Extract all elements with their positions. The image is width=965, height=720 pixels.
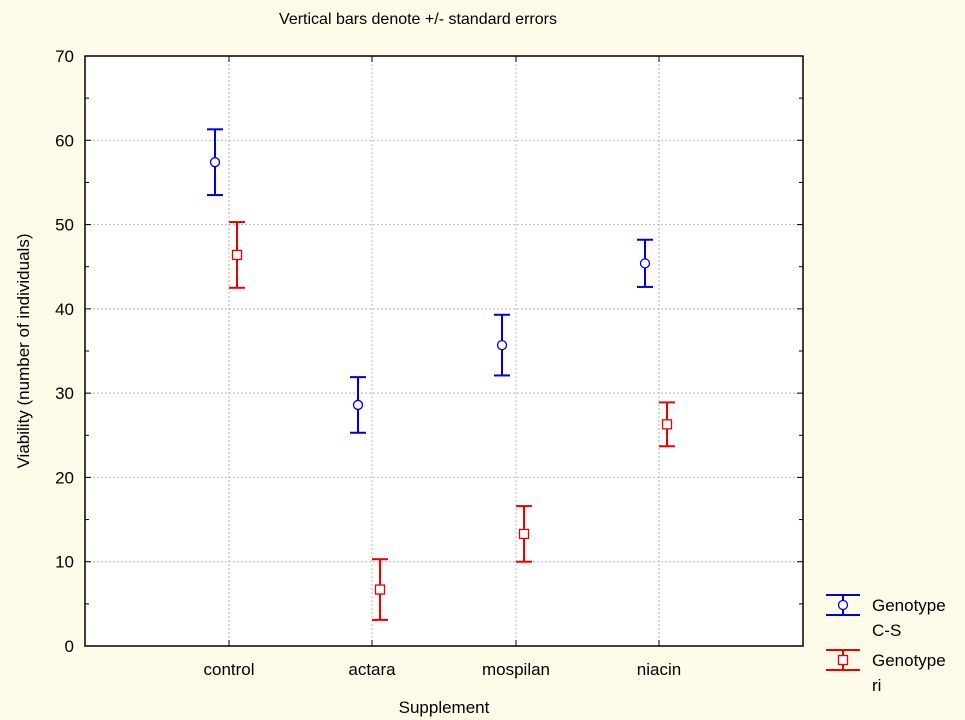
data-point	[518, 528, 530, 540]
x-tick-label: control	[203, 660, 254, 679]
x-tick-label: mospilan	[482, 660, 550, 679]
y-tick-label: 60	[55, 131, 74, 150]
chart-title: Vertical bars denote +/- standard errors	[279, 11, 557, 28]
y-tick-label: 70	[55, 47, 74, 66]
y-tick-label: 10	[55, 553, 74, 572]
y-tick-label: 50	[55, 216, 74, 235]
y-axis-title: Viability (number of individuals)	[14, 234, 33, 469]
legend-marker	[837, 599, 849, 611]
plot-frame	[84, 55, 804, 647]
legend-label: Genotype C-S	[872, 596, 946, 640]
y-tick-label: 20	[55, 468, 74, 487]
legend-label: Genotype ri	[872, 651, 946, 695]
y-tick-label: 40	[55, 300, 74, 319]
x-tick-label: actara	[348, 660, 396, 679]
data-point	[352, 399, 364, 411]
data-point	[496, 339, 508, 351]
data-point	[209, 157, 221, 168]
legend: Genotype C-S Genotype ri	[826, 594, 946, 695]
data-point	[374, 584, 386, 595]
data-point	[231, 249, 243, 261]
axis-ticks: 0 10 20 30 40 50 60 70 control actara mospilan niac…	[55, 47, 803, 679]
x-axis-title: Supplement	[399, 698, 490, 717]
chart-marks	[207, 128, 675, 621]
x-tick-label: niacin	[637, 660, 681, 679]
y-tick-label: 30	[55, 384, 74, 403]
plot-area	[85, 56, 803, 646]
data-point	[639, 258, 651, 269]
legend-marker	[837, 654, 849, 666]
data-point	[661, 419, 673, 430]
y-tick-label: 0	[65, 637, 74, 656]
